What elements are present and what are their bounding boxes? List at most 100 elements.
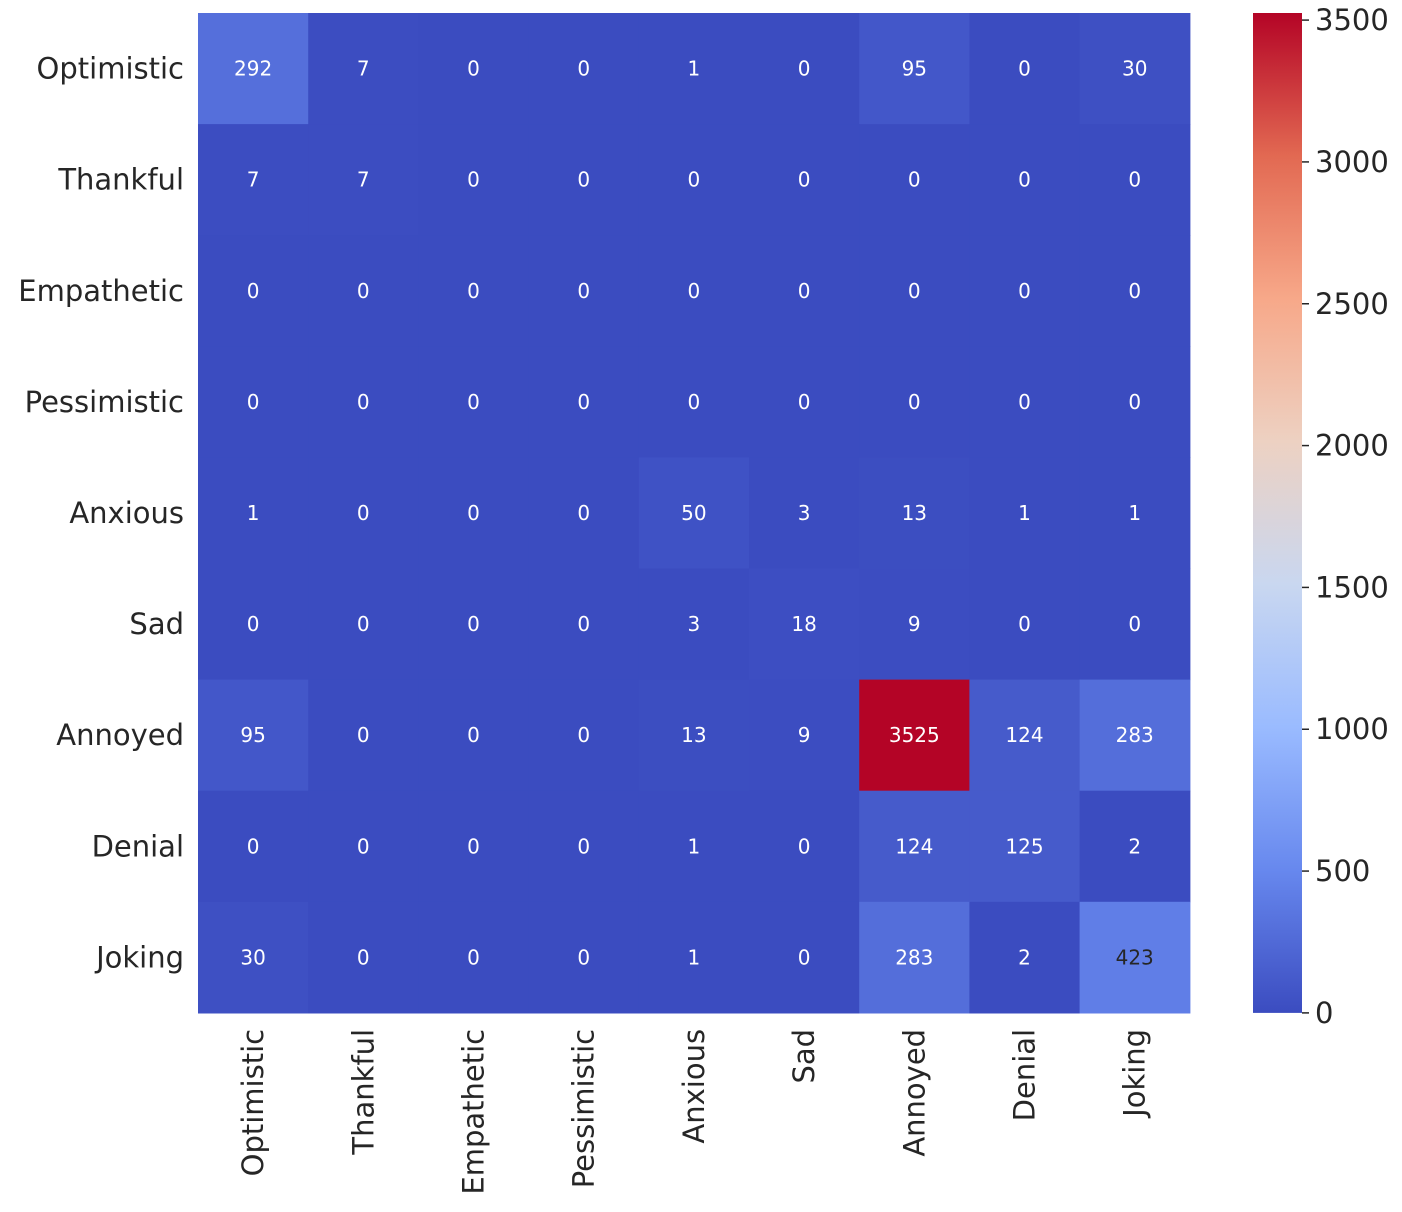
heatmap-cell-joking-anxious: [638, 901, 750, 1014]
heatmap-cell-denial-denial: [969, 790, 1081, 903]
heatmap-cell-joking-thankful: [308, 901, 419, 1014]
cell-value-label: 0: [688, 279, 701, 303]
cell-value-label: 292: [234, 57, 272, 81]
heatmap-cell-sad-thankful: [308, 568, 419, 681]
cell-value-label: 7: [357, 168, 370, 192]
cell-value-label: 0: [247, 390, 260, 414]
heatmap-cell-annoyed-pessimistic: [528, 679, 640, 792]
heatmap-cell-annoyed-anxious: [638, 679, 750, 792]
cell-value-label: 1: [1128, 501, 1141, 525]
heatmap-cell-pessimistic-optimistic: [198, 346, 309, 458]
cell-value-label: 0: [798, 390, 811, 414]
heatmap-cell-denial-annoyed: [859, 790, 970, 903]
heatmap-cell-annoyed-annoyed: [859, 679, 970, 792]
cell-value-label: 0: [1018, 390, 1031, 414]
colorbar-tick-label: 1000: [1315, 712, 1389, 746]
cell-value-label: 1: [688, 57, 701, 81]
cell-value-label: 0: [357, 390, 370, 414]
x-tick-label-joking: Joking: [1118, 1029, 1152, 1119]
cell-value-label: 0: [467, 723, 480, 747]
heatmap-cell-joking-optimistic: [198, 901, 309, 1014]
heatmap-cell-annoyed-thankful: [308, 679, 419, 792]
cell-value-label: 0: [577, 168, 590, 192]
heatmap-cell-joking-pessimistic: [528, 901, 640, 1014]
heatmap-cell-sad-sad: [749, 568, 860, 681]
heatmap-cell-optimistic-sad: [749, 13, 860, 125]
cell-value-label: 7: [357, 57, 370, 81]
cell-value-label: 0: [467, 945, 480, 969]
cell-value-label: 0: [577, 723, 590, 747]
heatmap-cell-empathetic-joking: [1079, 235, 1191, 347]
heatmap-cell-anxious-annoyed: [859, 457, 970, 570]
heatmap-cell-pessimistic-joking: [1079, 346, 1191, 458]
cell-value-label: 423: [1116, 945, 1154, 969]
heatmap-cell-sad-optimistic: [198, 568, 309, 681]
colorbar-ticks: 0 500 1000 1500 2000 2500 3000 3500: [1302, 3, 1389, 1030]
heatmap-cell-joking-annoyed: [859, 901, 970, 1014]
cell-value-label: 0: [577, 279, 590, 303]
heatmap-cell-optimistic-pessimistic: [528, 13, 640, 125]
heatmap-cell-sad-pessimistic: [528, 568, 640, 681]
heatmap-cell-joking-joking: [1079, 901, 1191, 1014]
heatmap-cell-optimistic-thankful: [308, 13, 419, 125]
heatmap-cell-optimistic-denial: [969, 13, 1081, 125]
cell-value-label: 0: [798, 279, 811, 303]
x-tick-label-anxious: Anxious: [677, 1029, 711, 1144]
y-tick-label-anxious: Anxious: [69, 496, 184, 530]
y-tick-label-pessimistic: Pessimistic: [25, 385, 184, 419]
cell-value-label: 0: [357, 723, 370, 747]
cell-value-label: 0: [908, 168, 921, 192]
colorbar-tick-label: 3500: [1315, 3, 1389, 37]
cell-value-label: 50: [681, 501, 706, 525]
y-axis-tick-labels: Optimistic Thankful Empathetic Pessimistic A…: [18, 52, 184, 975]
heatmap-cell-annoyed-joking: [1079, 679, 1191, 792]
cell-value-label: 0: [688, 168, 701, 192]
colorbar-tick-label: 3000: [1315, 145, 1389, 179]
heatmap-cell-empathetic-pessimistic: [528, 235, 640, 347]
cell-value-label: 0: [1128, 390, 1141, 414]
y-tick-label-joking: Joking: [94, 940, 184, 974]
x-tick-label-sad: Sad: [787, 1029, 821, 1084]
heatmap-cell-optimistic-optimistic: [198, 13, 309, 125]
heatmap-cell-anxious-optimistic: [198, 457, 309, 570]
heatmap-cell-denial-empathetic: [418, 790, 530, 903]
heatmap-cell-denial-sad: [749, 790, 860, 903]
y-tick-label-sad: Sad: [129, 607, 184, 641]
y-tick-label-optimistic: Optimistic: [37, 52, 184, 86]
heatmap-cell-denial-pessimistic: [528, 790, 640, 903]
colorbar-tick-label: 2500: [1315, 287, 1389, 321]
heatmap-cell-empathetic-denial: [969, 235, 1081, 347]
heatmap-cell-thankful-pessimistic: [528, 124, 640, 236]
colorbar: 0 500 1000 1500 2000 2500 3000 3500: [1253, 3, 1389, 1030]
cell-value-label: 95: [240, 723, 265, 747]
cell-value-label: 13: [902, 501, 927, 525]
cell-value-label: 18: [791, 612, 816, 636]
heatmap-cell-empathetic-optimistic: [198, 235, 309, 347]
cell-value-label: 0: [577, 390, 590, 414]
heatmap-cell-optimistic-anxious: [638, 13, 750, 125]
x-tick-label-pessimistic: Pessimistic: [567, 1029, 601, 1188]
x-tick-label-empathetic: Empathetic: [457, 1029, 491, 1195]
cell-value-label: 0: [688, 390, 701, 414]
cell-value-label: 3: [688, 612, 701, 636]
cell-value-label: 95: [902, 57, 927, 81]
heatmap-cells: [198, 13, 1191, 1014]
cell-value-label: 0: [467, 279, 480, 303]
colorbar-tick-label: 0: [1315, 996, 1333, 1030]
cell-value-label: 0: [908, 390, 921, 414]
cell-value-label: 1: [688, 834, 701, 858]
heatmap-cell-annoyed-empathetic: [418, 679, 530, 792]
cell-value-label: 0: [247, 834, 260, 858]
cell-value-label: 13: [681, 723, 706, 747]
heatmap-cell-sad-joking: [1079, 568, 1191, 681]
heatmap-cell-thankful-annoyed: [859, 124, 970, 236]
cell-value-label: 0: [467, 168, 480, 192]
colorbar-gradient: [1253, 13, 1302, 1013]
cell-value-label: 0: [467, 612, 480, 636]
colorbar-tick-label: 2000: [1315, 429, 1389, 463]
cell-value-label: 0: [1128, 168, 1141, 192]
heatmap-cell-sad-denial: [969, 568, 1081, 681]
heatmap-cell-pessimistic-thankful: [308, 346, 419, 458]
y-tick-label-denial: Denial: [92, 829, 184, 863]
